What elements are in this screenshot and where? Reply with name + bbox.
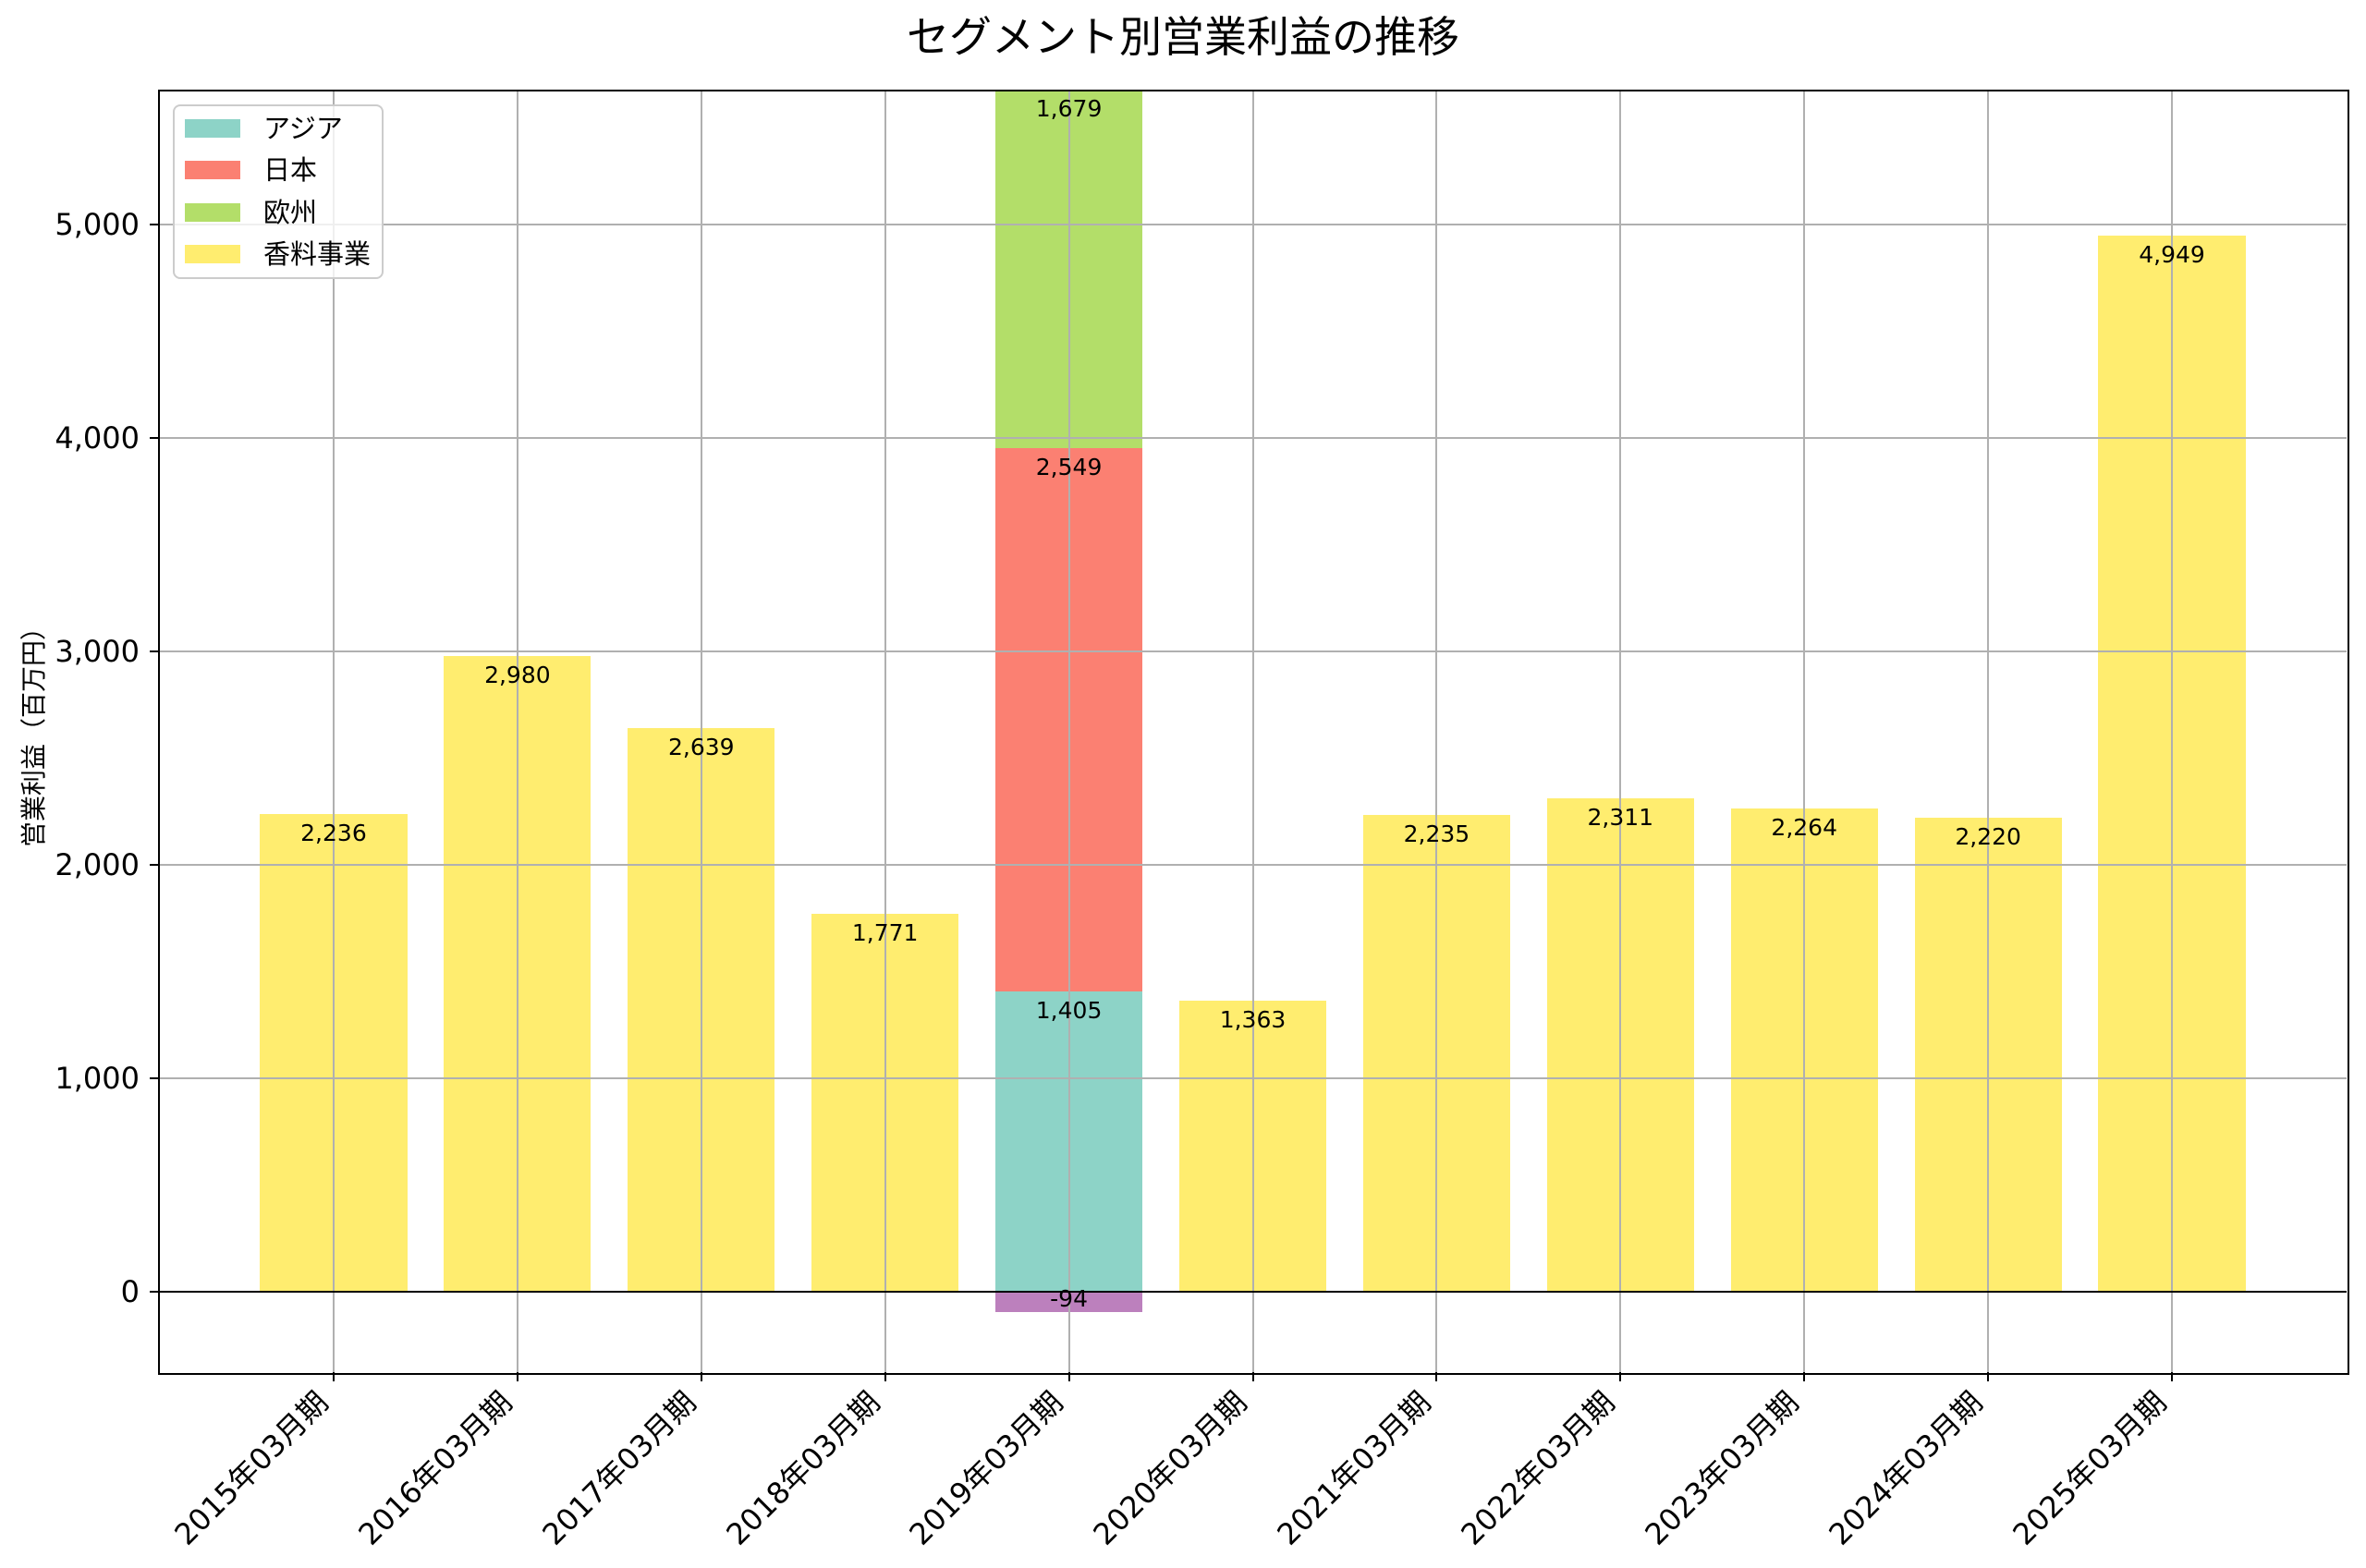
x-tick-mark (700, 1372, 702, 1381)
x-tick-label: 2022年03月期 (1454, 1384, 1622, 1552)
legend-label: アジア (263, 113, 343, 144)
bar-value-label: 2,264 (1771, 813, 1837, 841)
bar-value-label: 2,235 (1403, 820, 1470, 847)
bar-value-label: 2,549 (1035, 453, 1103, 480)
y-tick-label: 4,000 (55, 420, 140, 456)
y-tick-mark (150, 1290, 159, 1293)
y-tick-label: 0 (120, 1273, 140, 1309)
x-tick-label: 2025年03月期 (2006, 1384, 2174, 1552)
vertical-gridline (1435, 91, 1438, 1372)
x-tick-label: 2018年03月期 (718, 1384, 887, 1552)
x-tick-label: 2017年03月期 (535, 1384, 703, 1552)
y-tick-label: 3,000 (55, 634, 140, 669)
x-tick-label: 2023年03月期 (1638, 1384, 1806, 1552)
y-tick-mark (150, 863, 159, 866)
legend-label: 香料事業 (263, 237, 372, 270)
y-tick-mark (150, 1076, 159, 1079)
vertical-gridline (2171, 91, 2174, 1372)
y-tick-mark (150, 224, 159, 226)
legend-swatch-icon (185, 161, 240, 180)
vertical-gridline (700, 91, 702, 1372)
bar-value-label: 4,949 (2139, 240, 2205, 268)
legend-swatch-icon (185, 119, 240, 138)
x-tick-mark (1619, 1372, 1622, 1381)
bar-value-label: 2,639 (667, 734, 735, 761)
vertical-gridline (1251, 91, 1254, 1372)
legend-item: 日本 (175, 152, 382, 188)
x-tick-label: 2016年03月期 (351, 1384, 519, 1552)
bar-value-label: 1,771 (851, 918, 919, 946)
x-tick-mark (516, 1372, 518, 1381)
x-tick-label: 2024年03月期 (1822, 1384, 1990, 1552)
bar-value-label: 2,311 (1587, 804, 1654, 832)
y-tick-label: 1,000 (55, 1060, 140, 1096)
vertical-gridline (332, 91, 335, 1372)
y-tick-mark (150, 650, 159, 652)
bar-value-label: -94 (1050, 1284, 1088, 1312)
x-tick-mark (332, 1372, 335, 1381)
x-tick-mark (1435, 1372, 1438, 1381)
x-tick-mark (1067, 1372, 1070, 1381)
vertical-gridline (1803, 91, 1806, 1372)
y-tick-label: 2,000 (55, 846, 140, 882)
x-tick-label: 2021年03月期 (1270, 1384, 1438, 1552)
legend-item: 香料事業 (175, 236, 382, 273)
bar-value-label: 2,236 (300, 820, 367, 847)
zero-line (159, 1290, 2347, 1293)
x-tick-mark (1987, 1372, 1990, 1381)
y-tick-label: 5,000 (55, 207, 140, 243)
legend: アジア日本欧州香料事業 (173, 104, 384, 279)
legend-label: 欧州 (263, 196, 318, 228)
x-tick-label: 2020年03月期 (1086, 1384, 1254, 1552)
legend-swatch-icon (185, 202, 240, 222)
vertical-gridline (1619, 91, 1622, 1372)
x-tick-mark (1251, 1372, 1254, 1381)
legend-item: 欧州 (175, 194, 382, 231)
x-tick-mark (884, 1372, 886, 1381)
x-tick-mark (1803, 1372, 1806, 1381)
y-tick-mark (150, 437, 159, 440)
legend-item: アジア (175, 110, 382, 147)
legend-swatch-icon (185, 244, 240, 263)
bar-value-label: 1,405 (1035, 997, 1103, 1025)
bar-value-label: 1,363 (1219, 1006, 1287, 1034)
x-tick-label: 2019年03月期 (902, 1384, 1071, 1552)
vertical-gridline (1987, 91, 1990, 1372)
plot-area: 2,236 2,980 2,639 1,771 1,405 2,549 1,679 -94 1,… (158, 90, 2349, 1375)
vertical-gridline (1067, 91, 1070, 1372)
bar-value-label: 2,220 (1955, 823, 2021, 851)
legend-label: 日本 (263, 154, 318, 187)
chart-title: セグメント別営業利益の推移 (907, 12, 1459, 62)
vertical-gridline (516, 91, 518, 1372)
vertical-gridline (884, 91, 886, 1372)
x-tick-mark (2171, 1372, 2174, 1381)
bar-value-label: 1,679 (1035, 94, 1103, 122)
bar-value-label: 2,980 (484, 661, 551, 688)
x-tick-label: 2015年03月期 (167, 1384, 335, 1552)
